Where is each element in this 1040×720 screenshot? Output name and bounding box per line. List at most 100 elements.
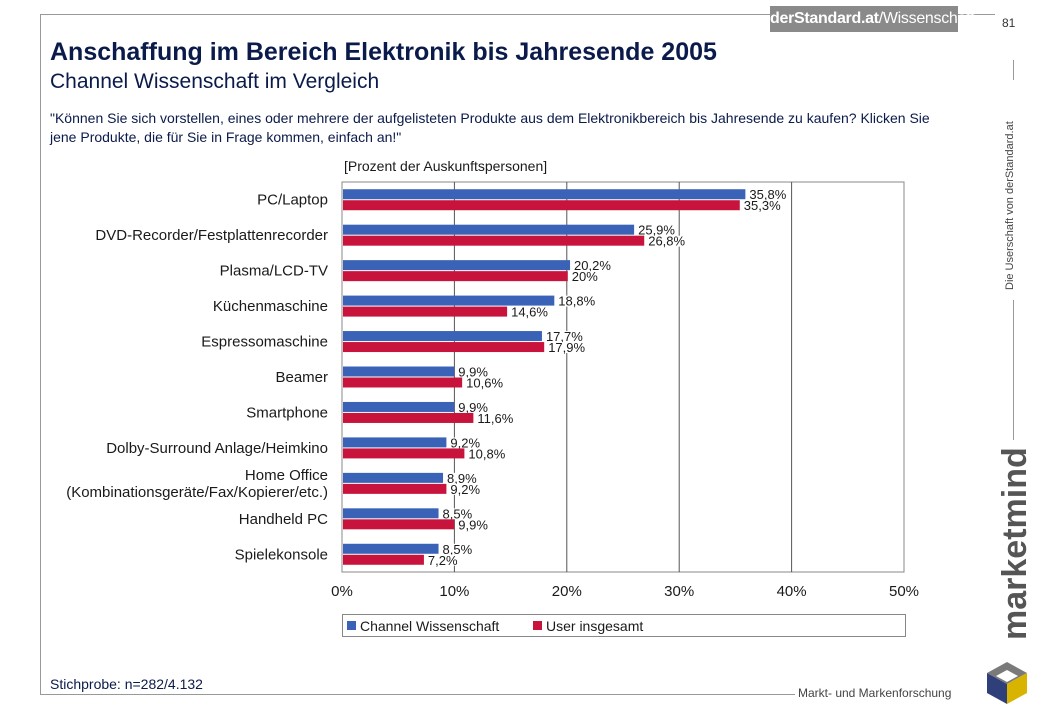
data-label: 8,5% [443,542,473,557]
side-divider-middle [1013,300,1014,440]
x-tick-label: 10% [439,583,469,600]
legend-item-channel: Channel Wissenschaft [347,618,499,634]
data-label-background [457,519,489,531]
data-label-background [742,200,781,212]
category-label: (Kombinationsgeräte/Fax/Kopierer/etc.) [66,484,328,501]
legend-swatch-users [533,621,542,630]
plot-area [341,181,905,573]
marketmind-wordmark-text: marketmind [996,447,1034,640]
data-label: 35,8% [749,187,786,202]
bar-channel-wissenschaft [343,224,635,235]
data-label-background [476,412,515,424]
marketmind-tagline: Markt- und Markenforschung [798,686,952,700]
bar-channel-wissenschaft [343,260,571,271]
frame-top-line [40,14,995,15]
data-label: 9,2% [450,435,480,450]
data-label-background [465,377,504,389]
category-label: PC/Laptop [257,192,328,209]
bar-user-insgesamt [343,271,568,282]
data-label: 9,9% [458,400,488,415]
bar-channel-wissenschaft [343,401,455,412]
derstandard-logo: derStandard.at/Wissenschaft [770,6,975,32]
data-label-background [573,260,612,272]
bar-user-insgesamt [343,377,463,388]
data-label-background [441,508,473,520]
category-label: Küchenmaschine [213,298,328,315]
data-label: 14,6% [511,305,548,320]
legend-item-users: User insgesamt [533,618,643,634]
data-label-background [557,295,596,307]
x-tick-label: 0% [331,583,353,600]
data-label-background [446,472,477,484]
data-label: 26,8% [648,234,685,249]
data-label-background [449,483,481,495]
bar-user-insgesamt [343,554,424,565]
bar-user-insgesamt [343,306,508,317]
x-tick-label: 40% [777,583,807,600]
marketmind-cube-logo [987,662,1027,704]
legend-label-users: User insgesamt [546,618,644,634]
frame-left-line [40,14,41,694]
category-label: Dolby-Surround Anlage/Heimkino [106,440,328,457]
side-vertical-note-text: Die Userschaft von derStandard.at [1004,121,1016,290]
bar-channel-wissenschaft [343,508,439,519]
data-label-background [570,271,595,283]
category-label: Plasma/LCD-TV [220,263,328,280]
data-label-background [426,554,458,566]
bar-user-insgesamt [343,235,645,246]
legend-label-channel: Channel Wissenschaft [360,618,500,634]
category-label: Home Office [245,467,328,484]
bar-user-insgesamt [343,342,545,353]
category-label: Handheld PC [239,511,328,528]
data-label-background [748,189,787,201]
data-label-background [637,224,676,236]
bar-channel-wissenschaft [343,189,746,200]
data-label: 35,3% [744,198,781,213]
data-label: 17,9% [548,340,585,355]
bar-channel-wissenschaft [343,366,455,377]
survey-question: "Können Sie sich vorstellen, eines oder … [50,110,930,145]
data-label: 7,2% [428,553,458,568]
bar-channel-wissenschaft [343,295,555,306]
category-label: Espressomaschine [201,334,328,351]
bar-user-insgesamt [343,200,740,211]
chart-unit-label: [Prozent der Auskunftspersonen] [344,158,548,174]
bar-user-insgesamt [343,412,474,423]
bar-channel-wissenschaft [343,472,444,483]
legend-swatch-channel [347,621,356,630]
data-label: 9,9% [458,365,488,380]
data-label: 20% [572,269,598,284]
data-label: 8,5% [443,506,473,521]
data-label-background [467,448,506,460]
bar-user-insgesamt [343,519,455,530]
data-label: 10,8% [468,446,505,461]
bar-user-insgesamt [343,483,447,494]
data-label-background [544,331,583,343]
category-label: DVD-Recorder/Festplattenrecorder [95,227,328,244]
data-label: 25,9% [638,223,675,238]
data-label: 17,7% [546,329,583,344]
x-tick-label: 50% [889,583,919,600]
data-label: 18,8% [558,294,595,309]
data-label-background [441,543,473,555]
bar-channel-wissenschaft [343,331,542,342]
data-label: 20,2% [574,258,611,273]
data-label-background [457,401,489,413]
data-label: 9,9% [458,517,488,532]
data-label: 10,6% [466,376,503,391]
data-label: 8,9% [447,471,477,486]
frame-bottom-line [40,694,795,695]
x-tick-label: 30% [664,583,694,600]
data-label: 9,2% [450,482,480,497]
sample-size-note: Stichprobe: n=282/4.132 [50,676,203,692]
data-label-background [647,235,686,247]
slide-subtitle: Channel Wissenschaft im Vergleich [50,70,380,93]
data-label: 11,6% [477,411,513,426]
logo-sub-text: /Wissenschaft [878,10,975,27]
data-label-background [449,437,481,449]
category-label: Spielekonsole [235,546,328,563]
bar-channel-wissenschaft [343,543,439,554]
x-tick-label: 20% [552,583,582,600]
data-label-background [510,306,549,318]
